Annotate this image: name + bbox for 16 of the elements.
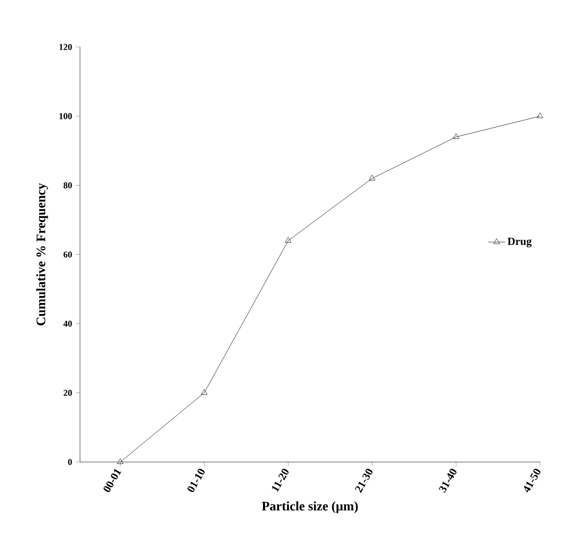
point (117, 458, 124, 464)
y-tick-label: 40 (63, 320, 72, 327)
point (536, 112, 544, 118)
point (368, 174, 376, 180)
point (452, 133, 460, 139)
y-tick-label: 80 (64, 182, 72, 188)
y-tick-label: 20 (64, 390, 72, 396)
point (284, 236, 292, 243)
point (201, 389, 208, 395)
y-tick-label: 120 (60, 44, 72, 50)
x-axis-title: Particle size (µm) (262, 501, 358, 514)
y-tick-label: 60 (64, 251, 72, 258)
y-tick-label: 100 (60, 113, 72, 120)
legend-label: Drug (508, 238, 532, 248)
y-axis-title: Cumulative % Frequency (36, 183, 48, 326)
y-tick-label: 0 (68, 458, 72, 466)
